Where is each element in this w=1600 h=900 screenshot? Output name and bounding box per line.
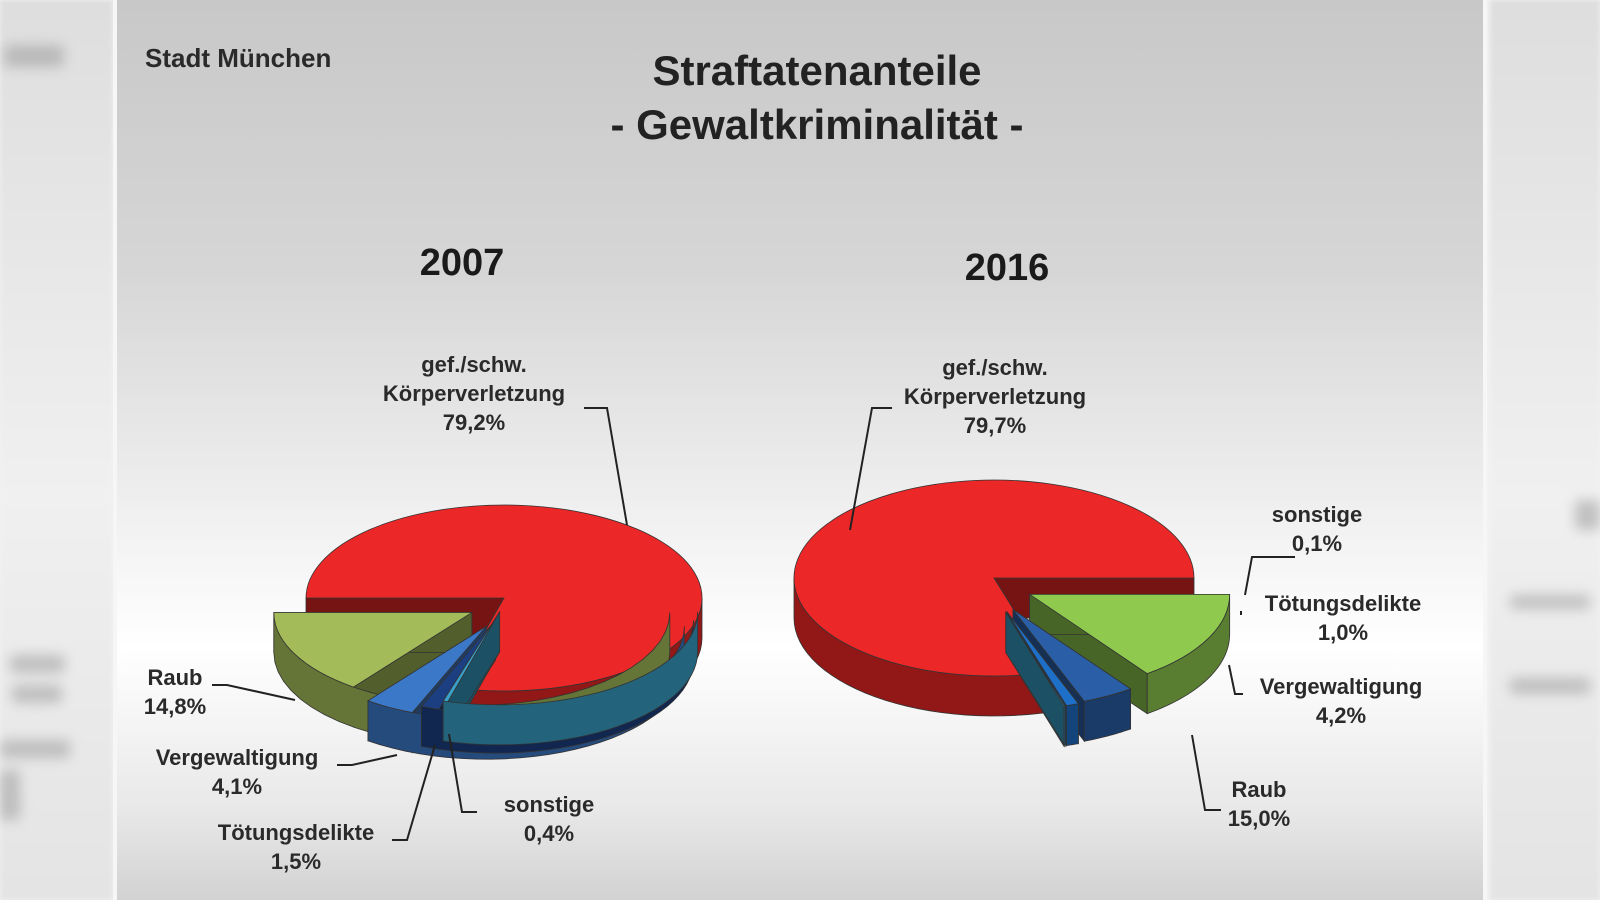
- leader-line: [337, 754, 398, 766]
- slice-label-2007-vergewaltigung: Vergewaltigung 4,1%: [156, 745, 398, 799]
- pie-layer: [273, 479, 1231, 760]
- leader-line: [1244, 556, 1295, 596]
- slice-label-text: Körperverletzung: [383, 381, 565, 406]
- leader-line: [212, 684, 296, 701]
- label-layer: 2007 gef./schw. Körperverletzung 79,2% sonst…: [144, 242, 1422, 874]
- leader-line: [849, 407, 892, 531]
- chart-subtitle: - Gewaltkriminalität -: [610, 101, 1023, 148]
- slice-value-text: 79,2%: [443, 410, 505, 435]
- pie-title-2007: 2007: [420, 242, 505, 284]
- left-blurred-margin: [0, 0, 113, 900]
- slice-label-2007-tötungsdelikte: Tötungsdelikte 1,5%: [218, 744, 436, 874]
- slice-label-2016-sonstige: sonstige 0,1%: [1244, 502, 1362, 596]
- slice-label-text: Vergewaltigung: [156, 745, 319, 770]
- slice-label-text: Raub: [1232, 777, 1287, 802]
- slice-label-2016-tötungsdelikte: Tötungsdelikte 1,0%: [1240, 591, 1421, 645]
- slice-label-2016-körperverletzung: gef./schw. Körperverletzung 79,7%: [849, 355, 1086, 531]
- slice-label-text: Tötungsdelikte: [1265, 591, 1421, 616]
- pie-title-2016: 2016: [965, 247, 1050, 289]
- slice-label-text: Vergewaltigung: [1260, 674, 1423, 699]
- slice-label-2016-vergewaltigung: Vergewaltigung 4,2%: [1228, 664, 1423, 728]
- slice-value-text: 4,2%: [1316, 703, 1366, 728]
- slice-value-text: 1,5%: [271, 849, 321, 874]
- leader-line: [1191, 734, 1221, 811]
- pie-charts-canvas: Stadt München Straftatenanteile - Gewalt…: [144, 43, 1422, 874]
- slice-label-text: Raub: [148, 665, 203, 690]
- slice-label-text: gef./schw.: [942, 355, 1048, 380]
- slice-label-2007-sonstige: sonstige 0,4%: [448, 733, 594, 846]
- slice-value-text: 4,1%: [212, 774, 262, 799]
- slice-label-2007-raub: Raub 14,8%: [144, 665, 296, 719]
- slice-value-text: 15,0%: [1228, 806, 1290, 831]
- slice-label-text: Körperverletzung: [904, 384, 1086, 409]
- leader-line: [584, 407, 628, 526]
- slice-value-text: 79,7%: [964, 413, 1026, 438]
- slice-label-2016-raub: Raub 15,0%: [1191, 734, 1290, 831]
- slice-label-text: gef./schw.: [421, 352, 527, 377]
- region-label: Stadt München: [145, 43, 331, 73]
- leader-line: [448, 733, 477, 813]
- slice-label-text: sonstige: [1272, 502, 1362, 527]
- slice-label-text: Tötungsdelikte: [218, 820, 374, 845]
- slice-value-text: 1,0%: [1318, 620, 1368, 645]
- chart-slide: Stadt München Straftatenanteile - Gewalt…: [113, 0, 1487, 900]
- slice-label-text: sonstige: [504, 792, 594, 817]
- right-blurred-margin: [1490, 0, 1600, 900]
- slice-value-text: 0,1%: [1292, 531, 1342, 556]
- pie-slice-2007-sonstige: [442, 610, 699, 746]
- leader-line: [1228, 664, 1243, 695]
- slice-value-text: 0,4%: [524, 821, 574, 846]
- pie-slice-2016-sonstige: [1005, 611, 1066, 748]
- leader-line: [392, 744, 436, 841]
- slice-label-2007-körperverletzung: gef./schw. Körperverletzung 79,2%: [383, 352, 628, 526]
- chart-title: Straftatenanteile: [652, 47, 981, 94]
- slice-value-text: 14,8%: [144, 694, 206, 719]
